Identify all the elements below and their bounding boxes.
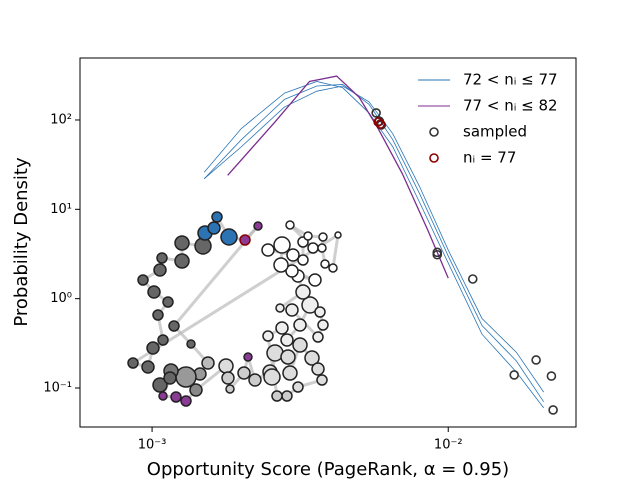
- point: [509, 370, 520, 380]
- network-node: [285, 264, 299, 278]
- network-node: [189, 383, 203, 397]
- legend-label: 72 < nᵢ ≤ 77: [463, 71, 558, 89]
- y-tick-label: 10¹: [50, 202, 72, 217]
- network-node: [261, 243, 275, 257]
- network-node: [304, 350, 320, 366]
- point: [371, 108, 381, 118]
- network-node: [317, 319, 329, 331]
- network-node: [311, 362, 325, 376]
- line: [227, 75, 449, 279]
- legend-marker: [429, 127, 439, 137]
- network-node: [168, 320, 180, 332]
- network-node: [334, 231, 342, 239]
- network-node: [285, 220, 295, 230]
- network-node: [293, 318, 307, 332]
- network-node: [328, 263, 338, 273]
- network-node: [262, 330, 274, 342]
- network-node: [201, 356, 215, 370]
- point: [467, 274, 478, 284]
- network-node: [295, 284, 311, 300]
- network-node: [271, 390, 283, 402]
- network-node: [225, 384, 235, 394]
- x-axis-label: Opportunity Score (PageRank, α = 0.95): [147, 459, 509, 480]
- network-node: [186, 339, 196, 349]
- network-node: [285, 303, 299, 317]
- x-tick-label: 10⁻²: [434, 438, 463, 453]
- network-node: [156, 252, 168, 264]
- point: [373, 117, 383, 127]
- network-node: [174, 235, 190, 251]
- network-node: [314, 306, 326, 318]
- network-node: [174, 253, 190, 269]
- network-node: [220, 228, 238, 246]
- plot-frame: [79, 57, 577, 428]
- network-node: [137, 274, 149, 286]
- network-node: [163, 371, 177, 385]
- point: [531, 355, 541, 365]
- network-node: [297, 254, 309, 266]
- y-axis-label: Probability Density: [11, 157, 32, 327]
- network-node: [158, 391, 168, 401]
- network-node: [248, 373, 262, 387]
- network-node: [147, 285, 161, 299]
- legend-marker: [429, 153, 439, 163]
- line: [203, 84, 545, 403]
- legend-label: 77 < nᵢ ≤ 82: [463, 97, 558, 115]
- network-node: [320, 259, 330, 269]
- network-node: [308, 273, 322, 287]
- network-node: [280, 349, 296, 365]
- network-node: [180, 395, 192, 407]
- network-node: [307, 242, 319, 254]
- network-node: [292, 381, 304, 393]
- network-node: [243, 352, 253, 362]
- point: [375, 119, 386, 129]
- network-node: [221, 371, 235, 385]
- y-tick-label: 10⁰: [50, 291, 72, 306]
- network-node: [303, 231, 313, 241]
- network-node: [275, 321, 289, 335]
- network-node: [316, 374, 328, 386]
- point: [432, 249, 443, 260]
- network-node: [301, 296, 319, 314]
- network-node: [253, 221, 263, 231]
- network-node: [317, 243, 327, 253]
- network-node: [318, 232, 328, 242]
- network-inset: [127, 211, 342, 407]
- network-node: [127, 357, 139, 369]
- network-node: [263, 368, 281, 386]
- network-node: [280, 333, 294, 347]
- network-node: [273, 236, 291, 254]
- network-node: [157, 334, 169, 346]
- network-node: [275, 303, 285, 313]
- network-node: [292, 337, 308, 353]
- network-node: [152, 309, 164, 321]
- network-node: [237, 366, 251, 380]
- network-node: [153, 263, 167, 277]
- network-node: [170, 391, 182, 403]
- network-edge: [331, 234, 340, 269]
- network-node: [281, 390, 293, 402]
- network-node: [211, 211, 223, 223]
- network-node: [162, 296, 174, 308]
- point: [548, 405, 558, 415]
- network-node: [312, 331, 324, 343]
- x-tick-label: 10⁻³: [138, 438, 167, 453]
- network-node: [207, 221, 221, 235]
- network-node: [282, 365, 298, 381]
- y-tick-label: 10²: [50, 112, 72, 127]
- y-tick-label: 10⁻¹: [43, 381, 72, 396]
- network-node: [218, 358, 234, 374]
- network-node: [239, 234, 251, 246]
- legend-label: nᵢ = 77: [463, 149, 516, 167]
- network-node: [273, 257, 289, 273]
- point: [546, 371, 557, 381]
- network-node: [152, 377, 168, 393]
- network-node: [286, 248, 300, 262]
- line: [203, 81, 544, 409]
- network-node: [146, 341, 160, 355]
- legend-label: sampled: [463, 123, 527, 141]
- network-node: [141, 360, 155, 374]
